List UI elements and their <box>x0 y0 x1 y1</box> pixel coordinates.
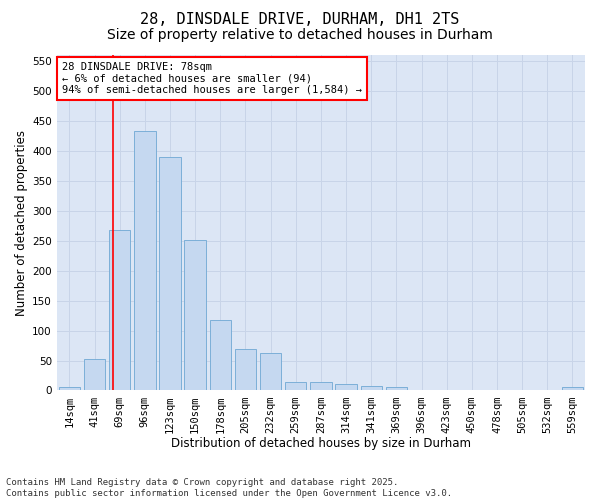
Bar <box>361 386 382 390</box>
Bar <box>235 348 256 391</box>
Text: Contains HM Land Registry data © Crown copyright and database right 2025.
Contai: Contains HM Land Registry data © Crown c… <box>6 478 452 498</box>
Y-axis label: Number of detached properties: Number of detached properties <box>15 130 28 316</box>
Bar <box>159 157 181 390</box>
Text: 28 DINSDALE DRIVE: 78sqm
← 6% of detached houses are smaller (94)
94% of semi-de: 28 DINSDALE DRIVE: 78sqm ← 6% of detache… <box>62 62 362 95</box>
Bar <box>260 352 281 391</box>
Bar <box>184 240 206 390</box>
Text: Size of property relative to detached houses in Durham: Size of property relative to detached ho… <box>107 28 493 42</box>
X-axis label: Distribution of detached houses by size in Durham: Distribution of detached houses by size … <box>171 437 471 450</box>
Bar <box>310 382 332 390</box>
Bar <box>335 384 357 390</box>
Bar <box>59 388 80 390</box>
Text: 28, DINSDALE DRIVE, DURHAM, DH1 2TS: 28, DINSDALE DRIVE, DURHAM, DH1 2TS <box>140 12 460 28</box>
Bar <box>109 230 130 390</box>
Bar <box>84 360 105 390</box>
Bar <box>562 388 583 390</box>
Bar <box>209 320 231 390</box>
Bar <box>285 382 307 390</box>
Bar <box>386 387 407 390</box>
Bar <box>134 131 155 390</box>
